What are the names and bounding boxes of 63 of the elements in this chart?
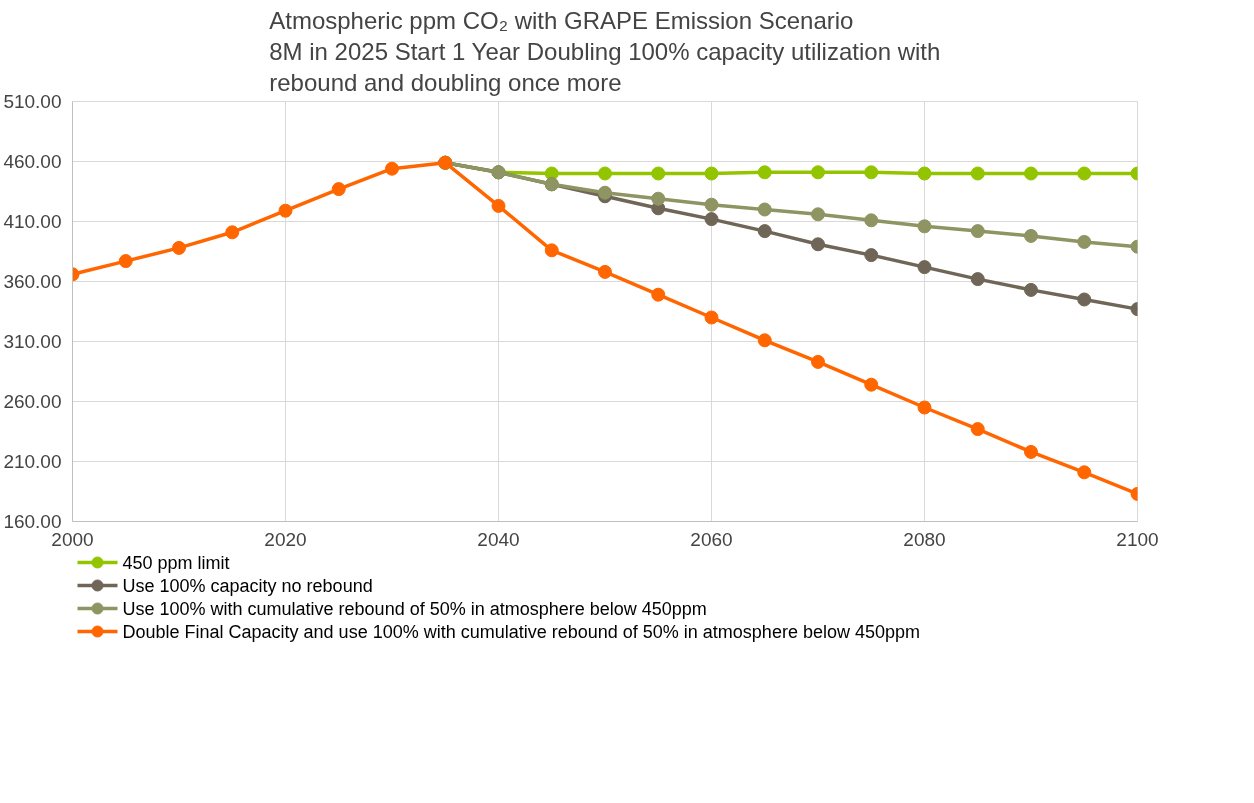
point [917, 260, 932, 275]
point [917, 400, 932, 415]
point [757, 165, 772, 180]
point [704, 212, 719, 227]
point [864, 377, 879, 392]
point [864, 248, 879, 263]
point [1077, 234, 1092, 249]
legend-label: Double Final Capacity and use 100% with cumulative rebound of 50% in atmosphere below 450ppm [122, 621, 920, 642]
y-tick-label: 360.00 [3, 271, 62, 292]
point [864, 165, 879, 180]
point [811, 237, 825, 252]
point [970, 166, 985, 181]
point [704, 197, 719, 212]
y-tick-label: 460.00 [3, 151, 62, 172]
point [1077, 292, 1092, 307]
point [917, 166, 932, 181]
point [544, 243, 559, 258]
point [970, 224, 985, 239]
y-tick-label: 310.00 [3, 331, 62, 352]
point [811, 207, 825, 222]
x-tick-label: 2020 [264, 528, 307, 550]
point [385, 161, 399, 176]
x-tick-label: 2100 [1116, 528, 1159, 550]
point [970, 422, 985, 437]
point [864, 213, 879, 228]
x-tick-label: 2040 [477, 528, 520, 550]
y-tick-label: 210.00 [3, 451, 62, 472]
point [704, 166, 719, 181]
point [1024, 282, 1038, 297]
legend-label: Use 100% with cumulative rebound of 50% in atmosphere below 450ppm [122, 598, 707, 619]
point [598, 166, 612, 181]
point [118, 254, 133, 269]
y-tick-label: 260.00 [3, 391, 62, 412]
point [331, 182, 346, 197]
point [598, 185, 612, 200]
point [598, 264, 612, 279]
point [1077, 166, 1092, 181]
point [651, 191, 666, 206]
point [651, 287, 666, 302]
point [757, 202, 772, 217]
point [1024, 444, 1038, 459]
point [811, 354, 825, 369]
point [757, 224, 772, 239]
point [1024, 228, 1038, 243]
point [704, 310, 719, 325]
y-tick-label: 510.00 [3, 91, 62, 112]
point [278, 203, 293, 218]
point [811, 165, 825, 180]
point [225, 225, 240, 240]
point [1077, 465, 1092, 480]
legend-label: 450 ppm limit [122, 552, 230, 573]
point [757, 333, 772, 348]
point [917, 219, 932, 234]
x-tick-label: 2060 [690, 528, 733, 550]
chart-title: Atmospheric ppm CO₂ with GRAPE Emission Scenario 8M in 2025 Start 1 Year Doubling 100% capacity utilization with rebound and doubling once more [269, 7, 941, 97]
y-tick-label: 410.00 [3, 211, 62, 232]
legend-label: Use 100% capacity no rebound [122, 575, 373, 596]
point [970, 272, 985, 287]
point [491, 198, 506, 213]
point [1024, 166, 1038, 181]
point [172, 240, 186, 255]
point [651, 166, 666, 181]
x-tick-label: 2080 [903, 528, 946, 550]
